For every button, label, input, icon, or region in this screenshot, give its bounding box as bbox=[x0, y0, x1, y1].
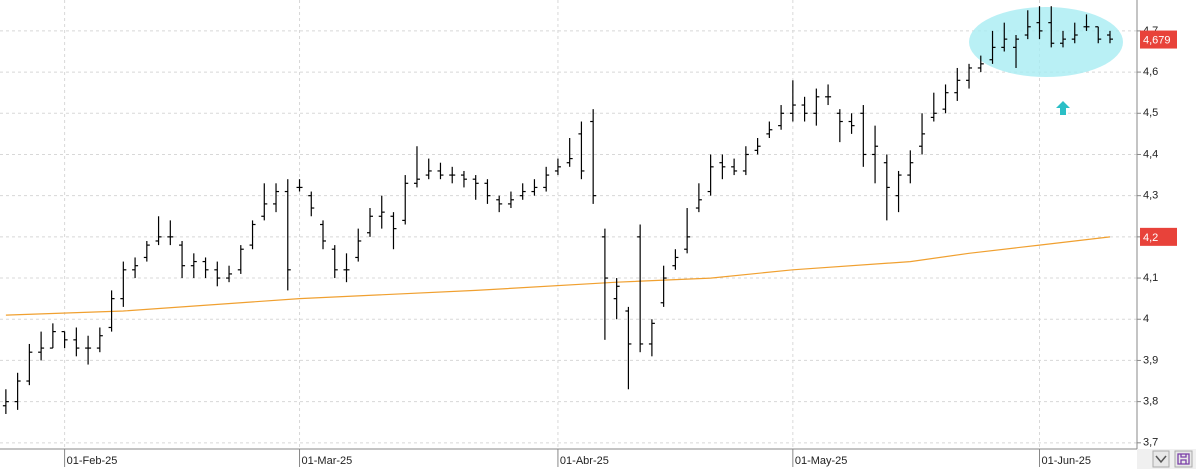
last-price-label-box bbox=[1140, 30, 1177, 49]
x-tick-label: 01-Abr-25 bbox=[560, 455, 609, 467]
x-tick-label: 01-Mar-25 bbox=[302, 455, 353, 467]
y-tick-label: 4 bbox=[1143, 313, 1149, 325]
y-tick-label: 4,3 bbox=[1143, 190, 1158, 202]
ma-price-label-box bbox=[1140, 227, 1177, 246]
ma-price-label: 4,2 bbox=[1143, 232, 1158, 244]
up-arrow bbox=[1056, 101, 1070, 115]
last-price-label: 4,679 bbox=[1143, 34, 1171, 46]
save-button[interactable] bbox=[1174, 450, 1193, 468]
y-tick-label: 4,1 bbox=[1143, 272, 1158, 284]
moving-average-line bbox=[5, 236, 1111, 316]
highlight-ellipse bbox=[969, 7, 1123, 77]
x-tick-label: 01-May-25 bbox=[795, 455, 848, 467]
y-tick-label: 4,5 bbox=[1143, 107, 1158, 119]
x-tick-label: 01-Feb-25 bbox=[67, 455, 118, 467]
y-tick-label: 3,9 bbox=[1143, 354, 1158, 366]
y-tick-label: 3,8 bbox=[1143, 396, 1158, 408]
scroll-button[interactable] bbox=[1152, 450, 1170, 468]
y-tick-label: 4,6 bbox=[1143, 66, 1158, 78]
x-tick-label: 01-Jun-25 bbox=[1042, 455, 1092, 467]
y-tick-label: 3,7 bbox=[1143, 437, 1158, 449]
y-tick-label: 4,4 bbox=[1143, 148, 1158, 160]
